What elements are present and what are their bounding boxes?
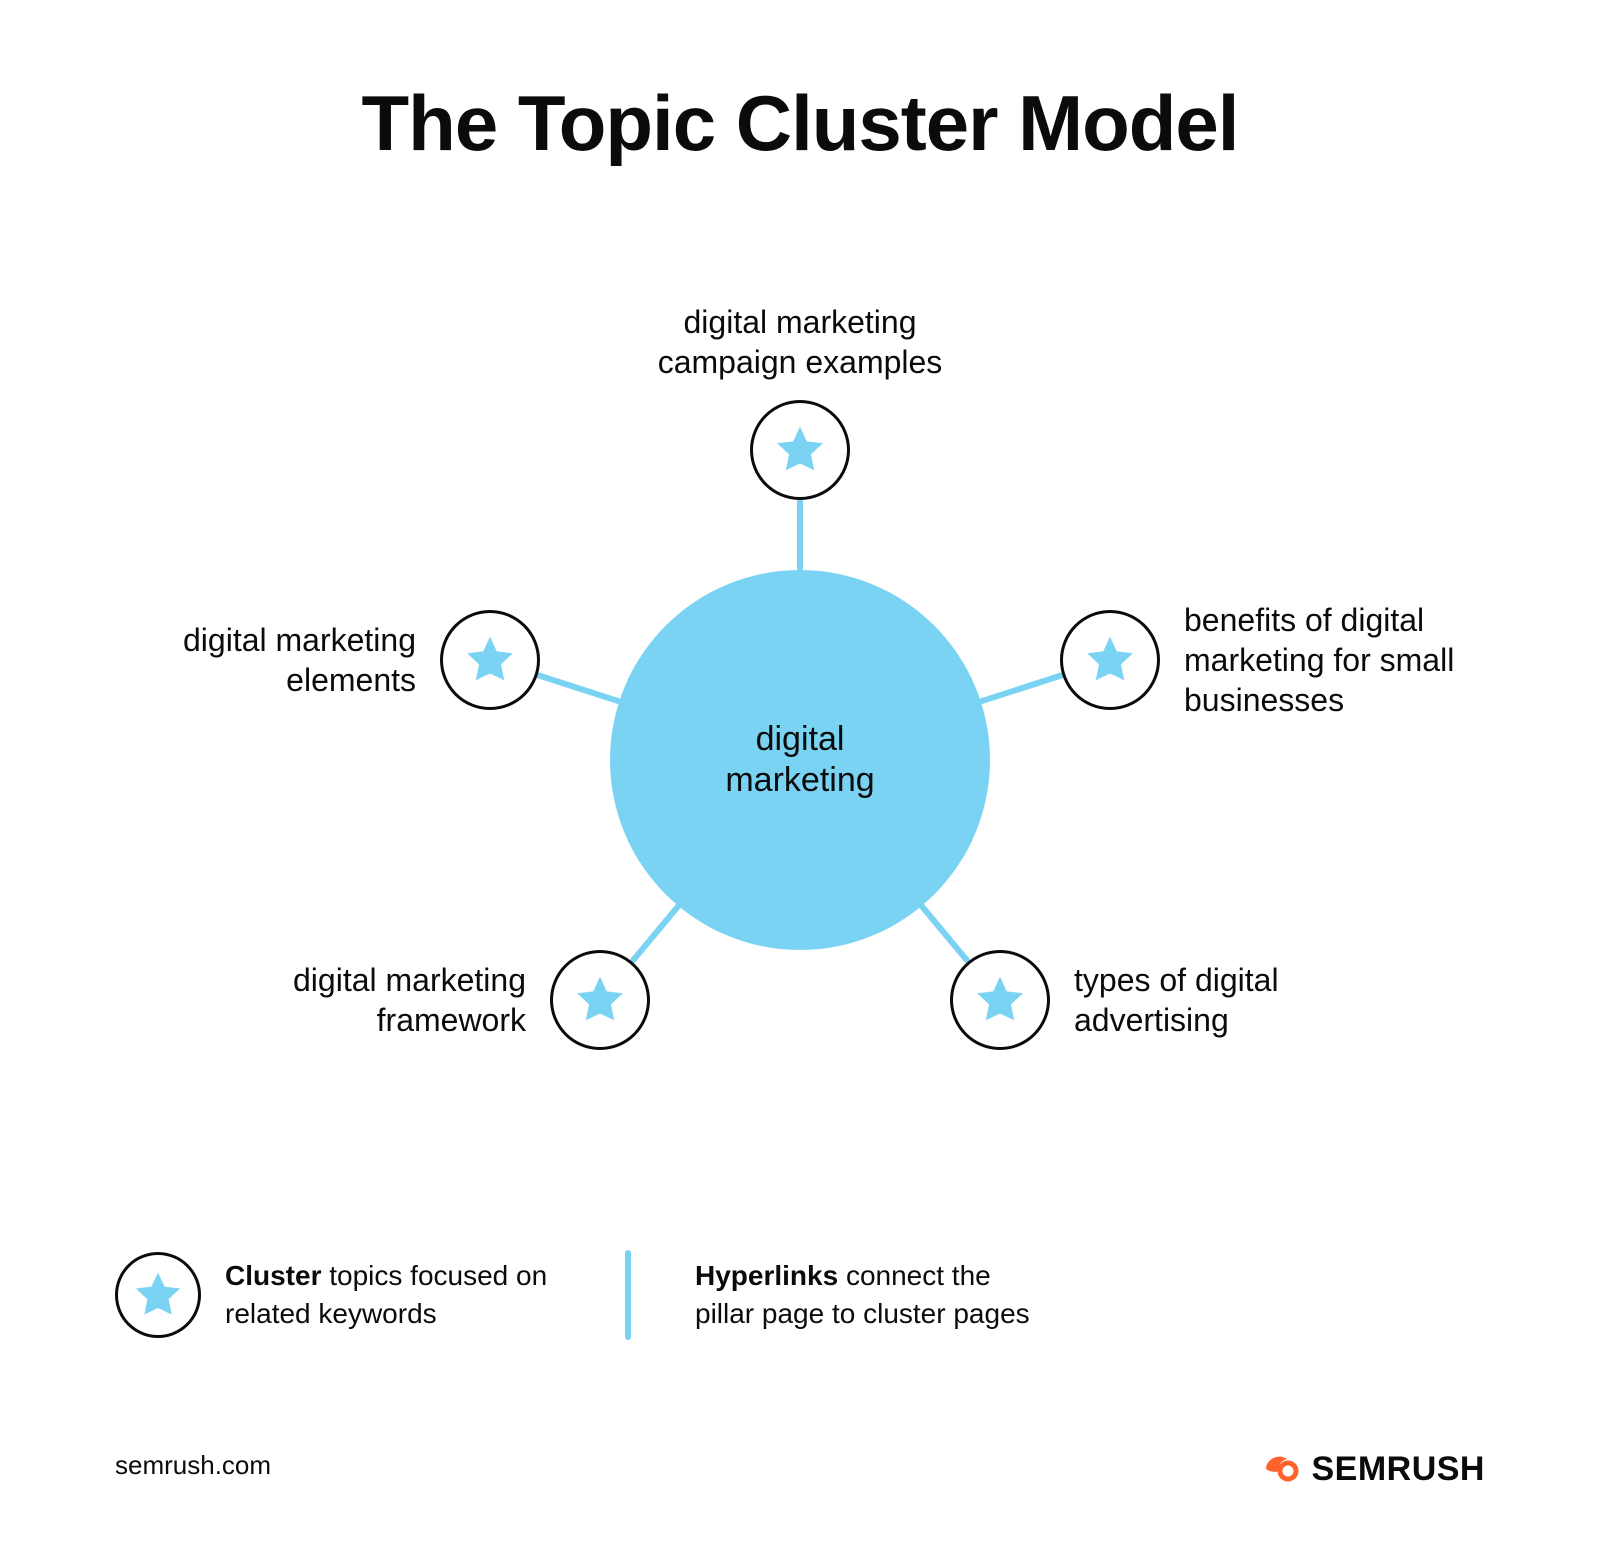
cluster-node-label: benefits of digitalmarketing for smallbu… xyxy=(1184,600,1524,720)
legend-cluster-bold: Cluster xyxy=(225,1260,321,1291)
hub-circle: digitalmarketing xyxy=(610,570,990,950)
page-title: The Topic Cluster Model xyxy=(0,78,1600,169)
legend-divider xyxy=(625,1250,631,1340)
brand-name: SEMRUSH xyxy=(1311,1450,1485,1489)
spoke-line xyxy=(628,903,682,966)
cluster-node xyxy=(440,610,540,710)
legend-item-cluster: Cluster topics focused on related keywor… xyxy=(225,1257,575,1333)
spoke-line xyxy=(978,672,1065,705)
spoke-line xyxy=(535,672,622,705)
footer-url: semrush.com xyxy=(115,1450,271,1481)
cluster-node xyxy=(950,950,1050,1050)
legend: Cluster topics focused on related keywor… xyxy=(115,1250,1045,1340)
brand-flame-icon xyxy=(1257,1447,1301,1491)
legend-hyperlinks-bold: Hyperlinks xyxy=(695,1260,838,1291)
spoke-line xyxy=(797,498,803,572)
cluster-node xyxy=(550,950,650,1050)
cluster-node xyxy=(1060,610,1160,710)
cluster-node-label: digital marketingcampaign examples xyxy=(610,302,990,382)
hub-label: digitalmarketing xyxy=(725,719,874,801)
cluster-node-label: types of digitaladvertising xyxy=(1074,960,1374,1040)
cluster-node-label: digital marketingelements xyxy=(116,620,416,700)
star-icon xyxy=(462,632,518,688)
spoke-line xyxy=(918,903,972,966)
legend-item-hyperlinks: Hyperlinks connect the pillar page to cl… xyxy=(695,1257,1045,1333)
cluster-node-label: digital marketingframework xyxy=(226,960,526,1040)
cluster-diagram: digitalmarketing digital marketingcampaig… xyxy=(0,260,1600,1160)
cluster-node xyxy=(750,400,850,500)
star-icon xyxy=(772,422,828,478)
star-icon xyxy=(572,972,628,1028)
legend-star-icon xyxy=(115,1252,201,1338)
star-icon xyxy=(1082,632,1138,688)
brand-logo: SEMRUSH xyxy=(1257,1447,1485,1491)
star-icon xyxy=(972,972,1028,1028)
